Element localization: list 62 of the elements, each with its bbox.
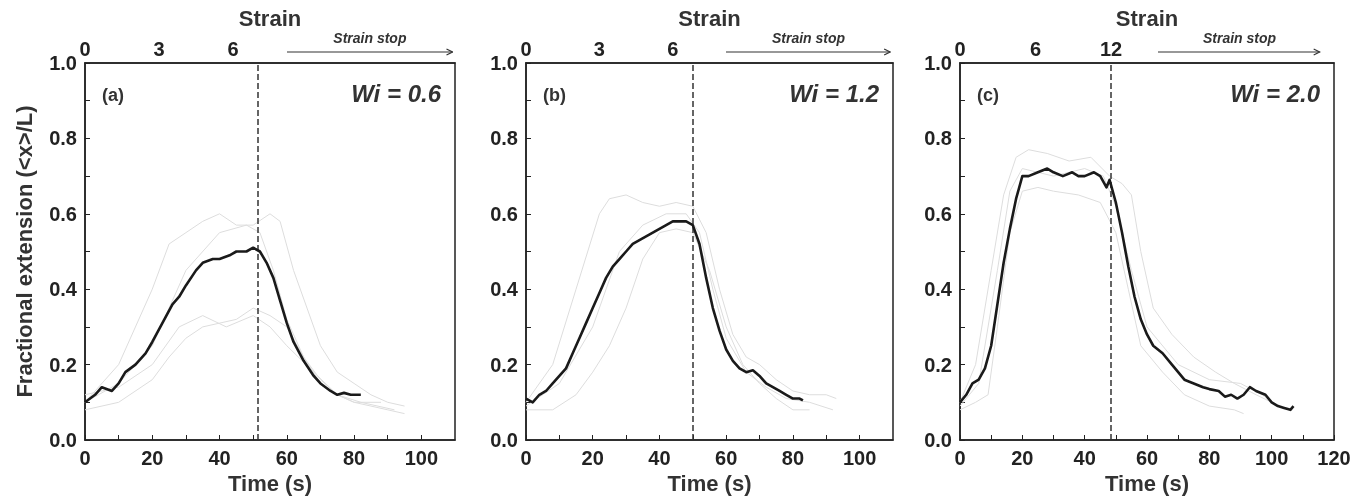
x-axis-title: Time (s): [228, 471, 312, 497]
x2-tick-label: 6: [227, 38, 239, 60]
x-tick-label: 20: [581, 447, 604, 469]
text: Strain stop: [1202, 30, 1278, 46]
x2-axis-title: Strain: [238, 5, 302, 31]
x2-tick-label: 3: [593, 38, 605, 60]
y-tick-label: 0.4: [490, 278, 519, 301]
y-tick-label: 0.8: [924, 127, 952, 150]
x2-tick-label: 0: [79, 38, 91, 60]
text: Strain stop: [771, 30, 847, 46]
x-tick-label: 100: [842, 447, 877, 469]
x2-tick-label: 6: [1029, 38, 1042, 60]
annotation: Wi = 2.0: [1230, 80, 1320, 108]
x2-tick-label: 0: [520, 38, 532, 60]
x-tick-label: 60: [275, 447, 298, 469]
y-tick-label: 1.0: [924, 52, 952, 74]
x-tick-label: 20: [1011, 447, 1034, 469]
annotation: (a): [102, 85, 124, 106]
y-tick-label: 0.6: [924, 202, 952, 225]
x-tick-label: 40: [1073, 447, 1096, 469]
y-tick-label: 0.6: [49, 202, 77, 225]
x2-axis-title: Strain: [678, 5, 741, 31]
x2-axis-title: Strain: [1115, 5, 1179, 31]
x-tick-label: 120: [1317, 447, 1351, 469]
x-tick-label: 100: [404, 447, 439, 469]
y-tick-label: 0.8: [490, 127, 518, 150]
annotation: (b): [543, 85, 566, 106]
x-tick-label: 0: [520, 447, 532, 469]
annotation: Wi = 1.2: [789, 80, 879, 108]
y-tick-label: 0.6: [490, 202, 518, 225]
x-tick-label: 0: [954, 447, 966, 469]
annotation: Wi = 0.6: [351, 80, 441, 108]
y-tick-label: 0.8: [49, 127, 77, 150]
x2-tick-label: 12: [1099, 38, 1123, 60]
x-axis-title: Time (s): [667, 471, 752, 497]
x-tick-label: 40: [648, 447, 671, 469]
x-tick-label: 80: [342, 447, 366, 469]
x2-tick-label: 6: [667, 38, 679, 60]
y-tick-label: 0.0: [49, 429, 77, 451]
x-tick-label: 0: [79, 447, 91, 469]
y-tick-label: 0.0: [924, 429, 952, 451]
text: Strain stop: [332, 30, 408, 46]
x-tick-label: 60: [1135, 447, 1159, 469]
y-axis-title: Fractional extension (<x>/L): [11, 105, 37, 398]
y-tick-label: 0.4: [924, 278, 953, 301]
x-tick-label: 40: [208, 447, 231, 469]
x-tick-label: 100: [1254, 447, 1289, 469]
x-tick-label: 60: [715, 447, 738, 469]
x2-tick-label: 3: [153, 38, 165, 60]
y-tick-label: 1.0: [490, 52, 518, 74]
y-tick-label: 0.2: [924, 353, 952, 376]
x-tick-label: 80: [1198, 447, 1221, 469]
x-tick-label: 80: [781, 447, 805, 469]
annotation: (c): [977, 85, 999, 106]
x-axis-title: Time (s): [1105, 471, 1189, 497]
y-tick-label: 1.0: [49, 52, 77, 74]
x2-tick-label: 0: [954, 38, 966, 60]
y-tick-label: 0.2: [49, 353, 77, 376]
y-tick-label: 0.2: [490, 353, 518, 376]
y-tick-label: 0.4: [49, 278, 78, 301]
y-tick-label: 0.0: [490, 429, 518, 451]
x-tick-label: 20: [141, 447, 164, 469]
